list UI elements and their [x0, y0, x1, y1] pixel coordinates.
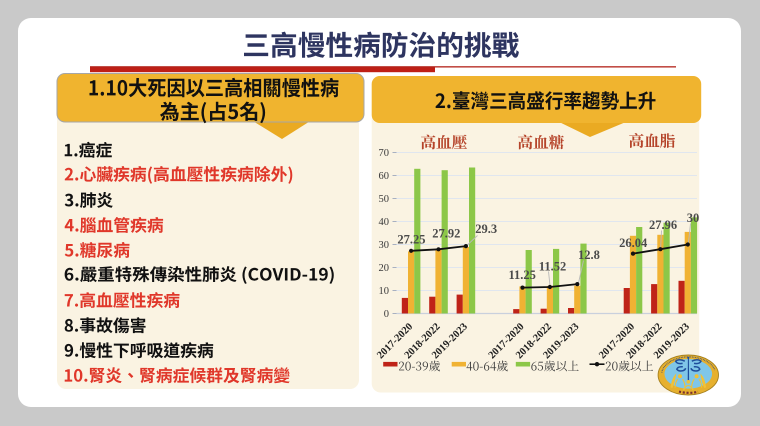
svg-text:11.52: 11.52	[539, 260, 566, 274]
svg-text:60: 60	[379, 171, 390, 182]
svg-text:0: 0	[384, 309, 389, 320]
svg-text:30: 30	[379, 240, 390, 251]
svg-text:50: 50	[379, 194, 390, 205]
svg-text:20: 20	[379, 263, 390, 274]
svg-text:40: 40	[379, 217, 390, 228]
svg-text:29.3: 29.3	[475, 222, 497, 236]
svg-text:27.25: 27.25	[397, 232, 425, 246]
svg-text:70: 70	[379, 148, 390, 159]
svg-text:10: 10	[379, 286, 390, 297]
svg-text:30: 30	[687, 211, 700, 225]
svg-text:27.92: 27.92	[432, 226, 460, 240]
svg-text:11.25: 11.25	[508, 268, 535, 282]
svg-text:26.04: 26.04	[619, 236, 648, 250]
svg-text:27.96: 27.96	[649, 218, 677, 232]
svg-text:12.8: 12.8	[578, 248, 600, 262]
